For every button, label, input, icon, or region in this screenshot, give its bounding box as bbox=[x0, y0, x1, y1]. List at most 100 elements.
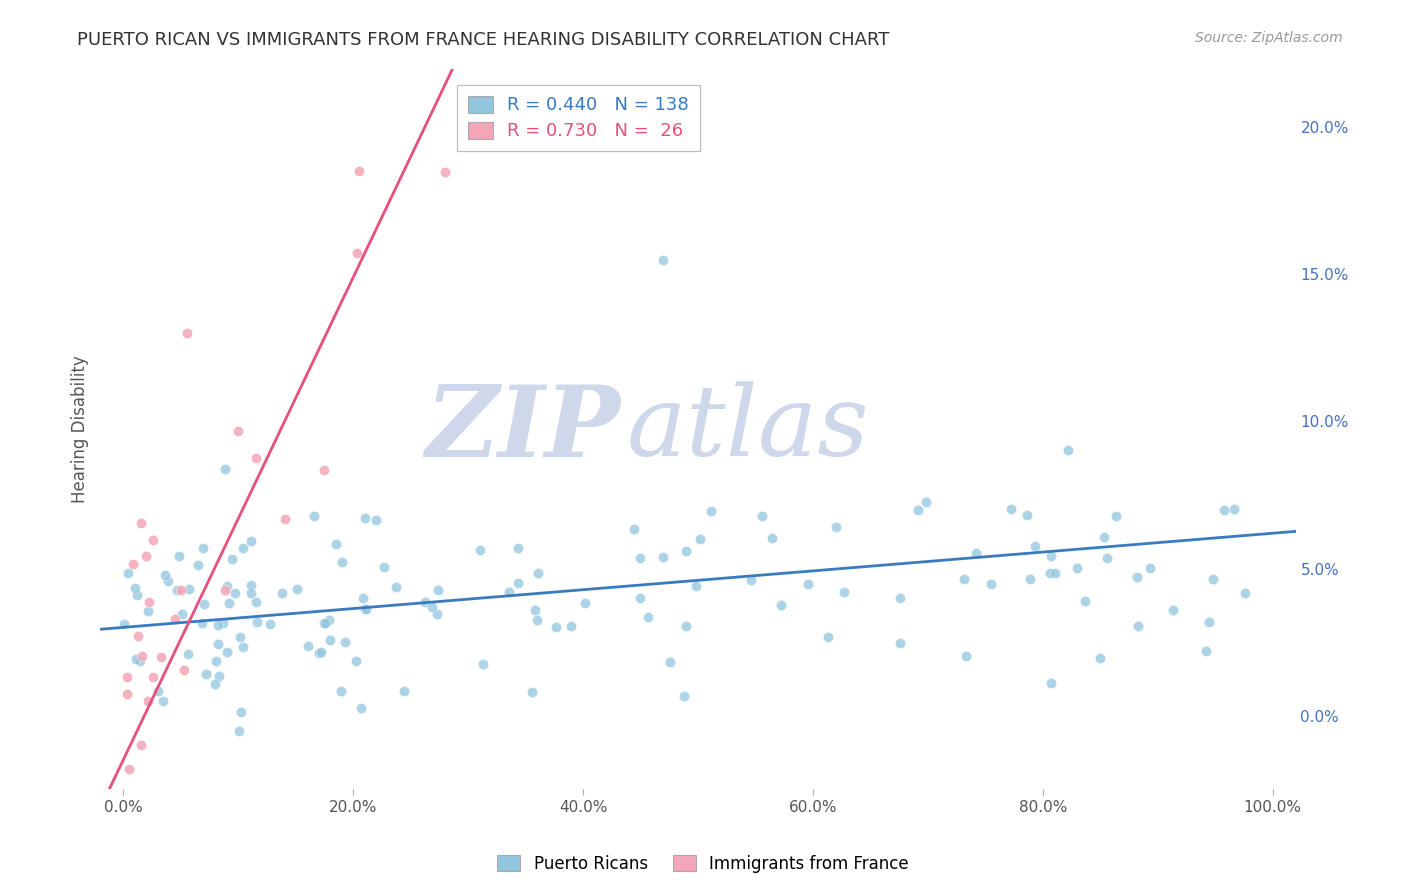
Point bbox=[127, 629, 149, 643]
Text: Source: ZipAtlas.com: Source: ZipAtlas.com bbox=[1195, 31, 1343, 45]
Point bbox=[526, 566, 548, 580]
Point bbox=[240, 533, 263, 548]
Point bbox=[824, 520, 846, 534]
Point bbox=[115, 687, 138, 701]
Point bbox=[131, 648, 153, 663]
Point bbox=[170, 607, 193, 621]
Point bbox=[651, 550, 673, 565]
Point bbox=[1015, 508, 1038, 522]
Point bbox=[215, 579, 238, 593]
Point bbox=[318, 613, 340, 627]
Point bbox=[1223, 501, 1246, 516]
Point bbox=[309, 644, 332, 658]
Point bbox=[231, 706, 253, 720]
Y-axis label: Hearing Disability: Hearing Disability bbox=[72, 355, 89, 503]
Text: ZIP: ZIP bbox=[425, 381, 620, 477]
Point bbox=[1019, 572, 1042, 586]
Point bbox=[274, 512, 297, 526]
Point bbox=[245, 451, 267, 466]
Legend: R = 0.440   N = 138, R = 0.730   N =  26: R = 0.440 N = 138, R = 0.730 N = 26 bbox=[457, 85, 700, 152]
Point bbox=[352, 591, 374, 606]
Point bbox=[302, 509, 325, 524]
Point bbox=[333, 635, 356, 649]
Point bbox=[426, 607, 449, 621]
Point bbox=[915, 495, 938, 509]
Point bbox=[1198, 615, 1220, 629]
Point bbox=[204, 654, 226, 668]
Point bbox=[204, 677, 226, 691]
Point bbox=[1201, 573, 1223, 587]
Point bbox=[560, 619, 582, 633]
Point bbox=[344, 654, 367, 668]
Point bbox=[157, 574, 180, 588]
Point bbox=[834, 584, 856, 599]
Text: PUERTO RICAN VS IMMIGRANTS FROM FRANCE HEARING DISABILITY CORRELATION CHART: PUERTO RICAN VS IMMIGRANTS FROM FRANCE H… bbox=[77, 31, 890, 49]
Point bbox=[142, 670, 165, 684]
Point bbox=[270, 586, 292, 600]
Point bbox=[1039, 566, 1062, 580]
Point bbox=[659, 656, 682, 670]
Point bbox=[191, 541, 214, 555]
Point bbox=[770, 598, 793, 612]
Point bbox=[214, 461, 236, 475]
Point bbox=[297, 640, 319, 654]
Point bbox=[574, 596, 596, 610]
Point bbox=[623, 522, 645, 536]
Point bbox=[1074, 594, 1097, 608]
Point bbox=[675, 544, 697, 558]
Point bbox=[135, 549, 157, 563]
Point bbox=[1163, 603, 1185, 617]
Point bbox=[373, 560, 395, 574]
Point bbox=[470, 543, 492, 558]
Point bbox=[239, 578, 262, 592]
Point bbox=[1139, 560, 1161, 574]
Point bbox=[195, 667, 218, 681]
Point bbox=[953, 572, 976, 586]
Point bbox=[245, 595, 267, 609]
Point bbox=[434, 165, 457, 179]
Point bbox=[208, 668, 231, 682]
Point bbox=[141, 533, 163, 548]
Point bbox=[232, 640, 254, 654]
Text: atlas: atlas bbox=[626, 381, 869, 476]
Point bbox=[1043, 566, 1066, 580]
Point bbox=[173, 663, 195, 677]
Point bbox=[115, 670, 138, 684]
Point bbox=[163, 612, 186, 626]
Point bbox=[415, 595, 437, 609]
Point bbox=[325, 537, 347, 551]
Point bbox=[1039, 676, 1062, 690]
Point bbox=[218, 596, 240, 610]
Point bbox=[761, 531, 783, 545]
Point bbox=[122, 557, 145, 571]
Point bbox=[228, 631, 250, 645]
Point bbox=[232, 541, 254, 555]
Point bbox=[149, 649, 172, 664]
Point bbox=[965, 546, 987, 560]
Point bbox=[167, 549, 190, 563]
Point bbox=[1234, 585, 1257, 599]
Point bbox=[1057, 443, 1080, 458]
Point bbox=[226, 424, 249, 438]
Point bbox=[124, 582, 146, 596]
Point bbox=[350, 701, 373, 715]
Point bbox=[193, 597, 215, 611]
Point bbox=[152, 694, 174, 708]
Point bbox=[177, 647, 200, 661]
Point bbox=[330, 684, 353, 698]
Point bbox=[526, 613, 548, 627]
Point bbox=[1066, 561, 1088, 575]
Point bbox=[1213, 503, 1236, 517]
Point bbox=[506, 576, 529, 591]
Point bbox=[1000, 502, 1022, 516]
Point bbox=[637, 610, 659, 624]
Point bbox=[524, 602, 547, 616]
Point bbox=[426, 582, 449, 597]
Point bbox=[224, 586, 246, 600]
Point bbox=[136, 694, 159, 708]
Point bbox=[392, 684, 415, 698]
Point bbox=[177, 582, 200, 596]
Point bbox=[817, 630, 839, 644]
Point bbox=[138, 595, 160, 609]
Point bbox=[314, 615, 336, 630]
